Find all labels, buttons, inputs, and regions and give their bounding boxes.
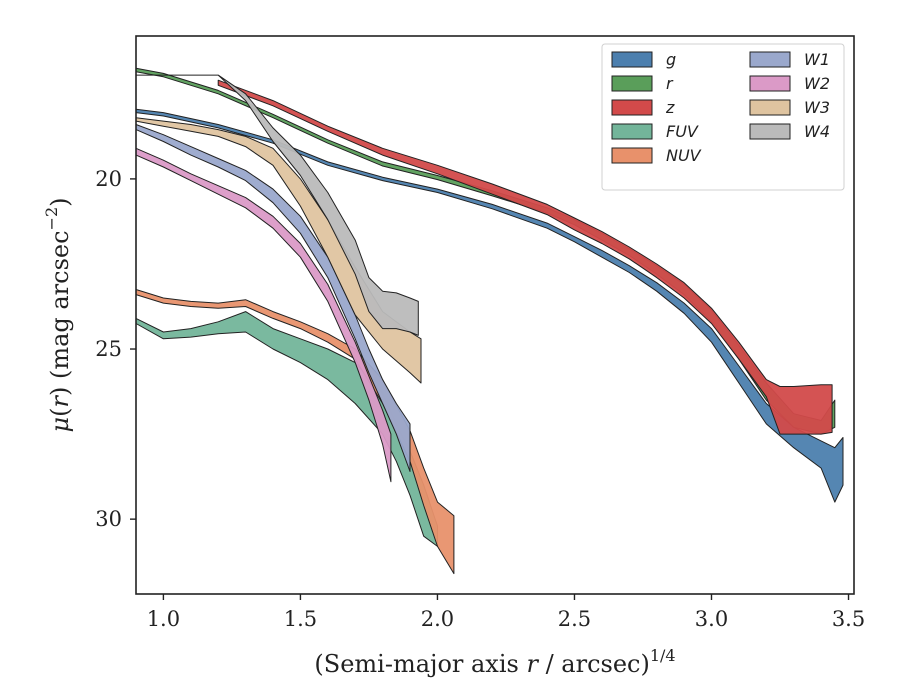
- x-tick-label: 3.5: [832, 607, 865, 631]
- x-axis-ticks: 1.0 1.5 2.0 2.5 3.0 3.5: [147, 594, 865, 631]
- legend-label: r: [666, 74, 674, 93]
- y-axis-ticks: 20 25 30: [95, 167, 136, 531]
- legend-label: NUV: [666, 146, 702, 165]
- band-W4: [135, 74, 419, 336]
- legend-swatch: [611, 51, 653, 68]
- legend-swatch: [749, 51, 791, 68]
- x-tick-label: 3.0: [695, 607, 728, 631]
- legend-item-FUV: FUV: [611, 122, 699, 141]
- x-axis-label: (Semi-major axis r / arcsec)1/4: [314, 646, 675, 678]
- series-bands: [135, 67, 844, 575]
- legend-swatch: [749, 123, 791, 140]
- band-W3: [135, 117, 422, 384]
- x-tick-label: 1.5: [284, 607, 317, 631]
- legend-item-W4: W4: [749, 122, 830, 141]
- legend-label: W3: [804, 98, 830, 117]
- legend-item-g: g: [611, 50, 676, 69]
- band-z: [217, 79, 833, 435]
- band-g: [135, 108, 844, 503]
- legend-swatch: [611, 75, 653, 92]
- legend-item-W1: W1: [749, 50, 830, 69]
- y-tick-label: 20: [95, 167, 122, 191]
- y-tick-label: 25: [95, 337, 122, 361]
- x-tick-label: 2.0: [421, 607, 454, 631]
- legend-swatch: [749, 75, 791, 92]
- legend-label: W2: [804, 74, 830, 93]
- legend-item-z: z: [611, 98, 675, 117]
- band-W1: [135, 124, 411, 472]
- legend: grz FUV NUV W1 W2 W3 W4: [601, 43, 845, 191]
- y-tick-label: 30: [95, 507, 122, 531]
- legend-item-W2: W2: [749, 74, 830, 93]
- x-tick-label: 1.0: [147, 607, 180, 631]
- legend-label: W4: [804, 122, 830, 141]
- legend-swatch: [611, 99, 653, 116]
- y-axis-label: μ(r) (mag arcsec−2): [42, 197, 74, 432]
- band-NUV: [135, 289, 455, 575]
- legend-item-NUV: NUV: [611, 146, 702, 165]
- legend-swatch: [611, 123, 653, 140]
- legend-item-r: r: [611, 74, 674, 93]
- legend-label: W1: [804, 50, 830, 69]
- legend-label: g: [666, 50, 676, 69]
- legend-label: FUV: [666, 122, 699, 141]
- legend-label: z: [665, 98, 675, 117]
- x-tick-label: 2.5: [558, 607, 591, 631]
- legend-item-W3: W3: [749, 98, 830, 117]
- band-W2: [135, 147, 392, 483]
- legend-swatch: [749, 99, 791, 116]
- legend-swatch: [611, 147, 653, 164]
- plot-frame: [135, 35, 855, 595]
